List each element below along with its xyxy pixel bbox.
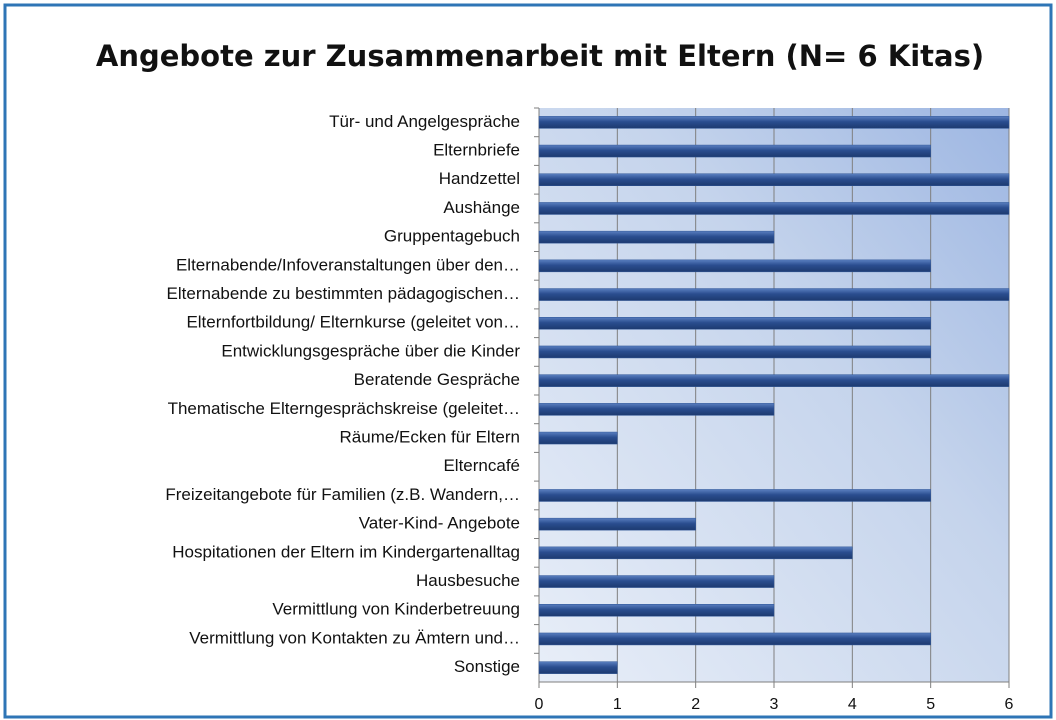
bar <box>538 202 1010 215</box>
y-tick-label: Vermittlung von Kinderbetreuung <box>272 600 520 619</box>
bar <box>538 604 775 617</box>
bar <box>538 144 931 158</box>
y-tick-label: Entwicklungsgespräche über die Kinder <box>221 341 520 360</box>
x-tick-label: 2 <box>691 696 700 713</box>
bar <box>538 116 1010 129</box>
y-tick-label: Beratende Gespräche <box>354 370 520 389</box>
bar <box>538 489 931 502</box>
y-tick-label: Thematische Elterngesprächskreise (gelei… <box>168 399 520 418</box>
y-tick-label: Vermittlung von Kontakten zu Ämtern und… <box>189 628 520 647</box>
y-tick-label: Vater-Kind- Angebote <box>359 514 520 533</box>
frame <box>3 3 1053 719</box>
y-tick-label: Freizeitangebote für Familien (z.B. Wand… <box>165 485 520 504</box>
bar <box>538 288 1010 301</box>
bar <box>538 546 853 560</box>
y-tick-label: Aushänge <box>443 198 520 217</box>
bar <box>538 403 775 416</box>
bar <box>538 230 775 244</box>
x-tick-label: 6 <box>1005 696 1014 713</box>
bar <box>538 259 931 273</box>
chart-title: Angebote zur Zusammenarbeit mit Eltern (… <box>96 39 984 73</box>
x-tick-label: 1 <box>613 696 622 713</box>
x-tick-label: 3 <box>770 696 779 713</box>
bar <box>538 632 931 646</box>
y-tick-label: Elterncafé <box>443 456 520 475</box>
x-tick-label: 5 <box>926 696 935 713</box>
y-tick-label: Räume/Ecken für Eltern <box>340 428 520 447</box>
bar <box>538 431 618 445</box>
y-tick-label: Tür- und Angelgespräche <box>329 112 520 131</box>
y-tick-label: Elternfortbildung/ Elternkurse (geleitet… <box>186 313 520 332</box>
bar <box>538 173 1010 186</box>
x-tick-label: 0 <box>535 696 544 713</box>
y-tick-label: Hausbesuche <box>416 571 520 590</box>
bar <box>538 517 696 531</box>
bar <box>538 575 775 588</box>
bar <box>538 317 931 330</box>
y-tick-label: Sonstige <box>454 657 520 676</box>
bar <box>538 374 1010 387</box>
bar <box>538 345 931 359</box>
y-tick-label: Hospitationen der Eltern im Kindergarten… <box>172 542 520 561</box>
y-tick-label: Elternbriefe <box>433 141 520 160</box>
x-tick-label: 4 <box>848 696 857 713</box>
y-tick-label: Gruppentagebuch <box>384 227 520 246</box>
y-tick-label: Handzettel <box>439 169 520 188</box>
y-tick-label: Elternabende/Infoveranstaltungen über de… <box>176 255 520 274</box>
bar <box>538 661 618 674</box>
y-tick-label: Elternabende zu bestimmten pädagogischen… <box>167 284 520 303</box>
